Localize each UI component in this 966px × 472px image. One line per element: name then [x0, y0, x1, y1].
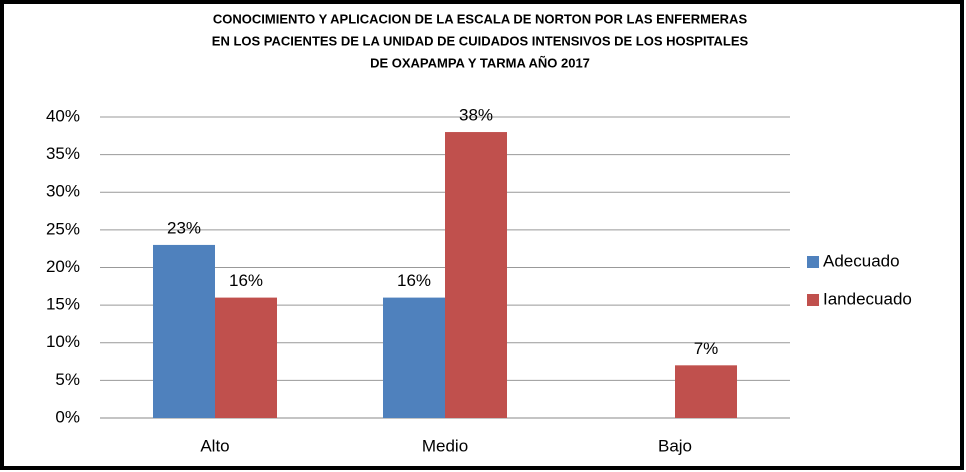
bar — [675, 365, 737, 418]
chart-title: DE OXAPAMPA Y TARMA AÑO 2017 — [370, 55, 590, 70]
y-tick-label: 20% — [46, 257, 80, 276]
y-tick-label: 5% — [55, 370, 80, 389]
y-tick-label: 35% — [46, 144, 80, 163]
bar — [445, 132, 507, 419]
y-tick-label: 25% — [46, 219, 80, 238]
chart-title: EN LOS PACIENTES DE LA UNIDAD DE CUIDADO… — [212, 33, 749, 48]
data-label: 16% — [397, 271, 431, 290]
y-tick-label: 15% — [46, 295, 80, 314]
data-label: 23% — [167, 218, 201, 237]
x-tick-label: Bajo — [658, 436, 692, 455]
chart-title: CONOCIMIENTO Y APLICACION DE LA ESCALA D… — [213, 11, 748, 26]
y-tick-label: 30% — [46, 182, 80, 201]
bar — [215, 297, 277, 418]
y-tick-label: 0% — [55, 407, 80, 426]
legend-swatch — [807, 294, 819, 306]
legend-label: Iandecuado — [823, 289, 912, 308]
data-label: 7% — [694, 339, 719, 358]
y-tick-label: 40% — [46, 106, 80, 125]
legend-label: Adecuado — [823, 251, 900, 270]
x-tick-label: Medio — [422, 436, 468, 455]
bar — [383, 297, 445, 418]
x-tick-label: Alto — [200, 436, 229, 455]
y-tick-label: 10% — [46, 332, 80, 351]
legend-swatch — [807, 256, 819, 268]
data-label: 16% — [229, 271, 263, 290]
bar — [153, 244, 215, 418]
data-label: 38% — [459, 106, 493, 125]
